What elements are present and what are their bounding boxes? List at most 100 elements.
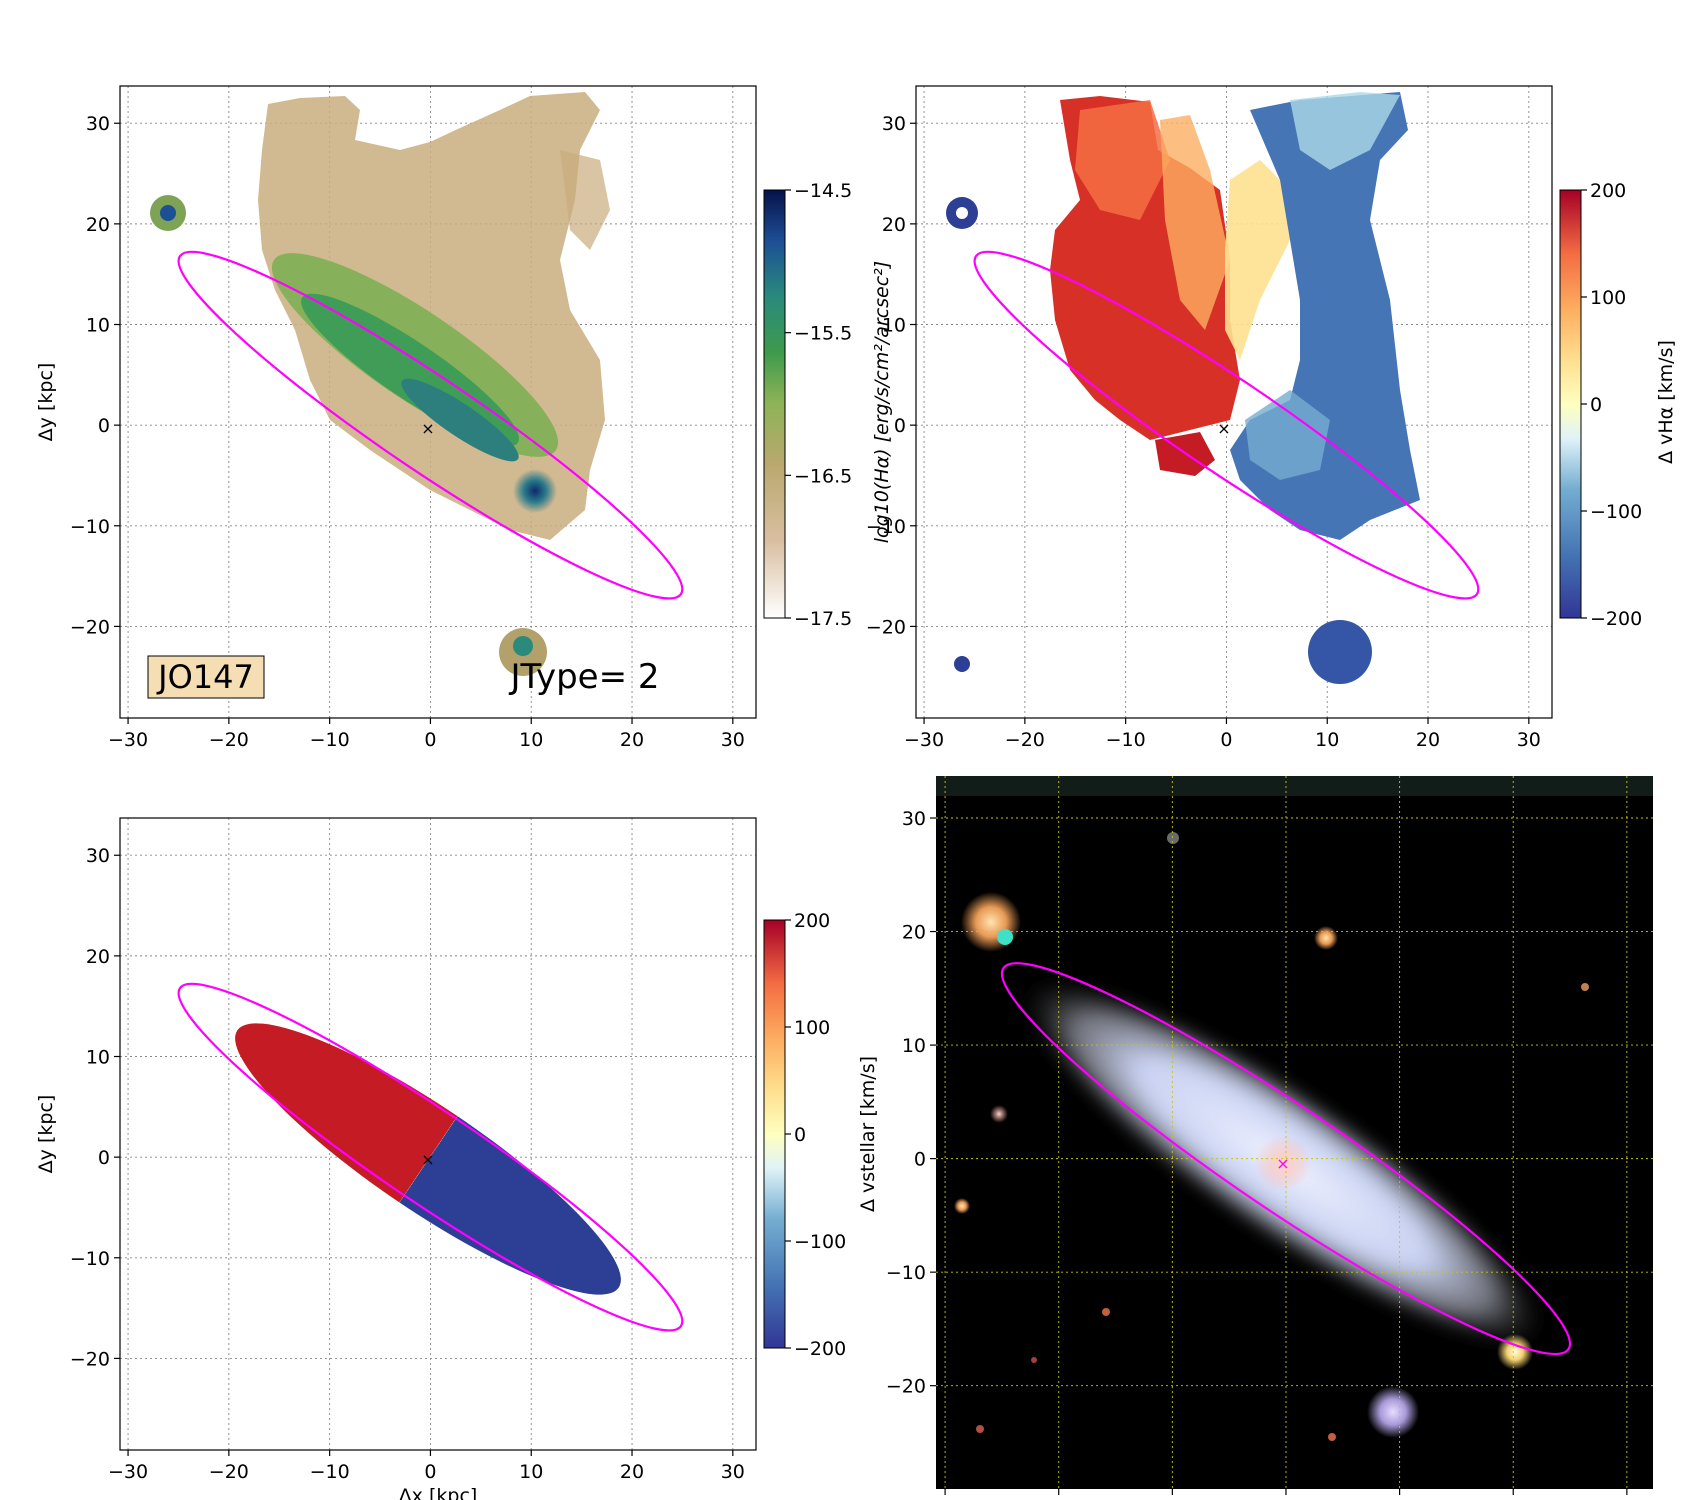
star-orange-n bbox=[1314, 926, 1338, 950]
y-tick-label: 10 bbox=[882, 315, 906, 337]
companion-galaxy-s bbox=[1367, 1386, 1419, 1438]
colorbar-tick-label: 100 bbox=[1590, 287, 1626, 309]
y-tick-label: 30 bbox=[86, 845, 110, 867]
stellar-velocity-colorbar-label: Δ vstellar [km/s] bbox=[857, 1056, 879, 1212]
x-tick-label: −10 bbox=[310, 729, 350, 751]
colorbar-tick-label: 0 bbox=[1590, 394, 1602, 416]
companion-sw bbox=[954, 656, 970, 672]
y-tick-label: −10 bbox=[70, 1248, 110, 1270]
x-tick-label: 10 bbox=[1315, 729, 1339, 751]
star-white-w bbox=[990, 1105, 1008, 1123]
galaxy-center-marker: × bbox=[421, 1150, 434, 1169]
stellar-disk bbox=[235, 1023, 621, 1295]
colorbar-tick-label: −200 bbox=[1590, 608, 1642, 630]
blueshifted-gas-inner bbox=[1245, 390, 1330, 480]
stellar-velocity-map: × bbox=[120, 818, 756, 1450]
x-tick-label: −30 bbox=[108, 729, 148, 751]
colorbar-tick-label: −100 bbox=[1590, 501, 1642, 523]
star-cyan bbox=[997, 929, 1013, 945]
x-tick-label: 20 bbox=[620, 1461, 644, 1483]
halpha-flux-panel: × −30 −20 −10 0 10 20 30 −20 −10 0 10 20 30 Δy [kpc]… bbox=[35, 85, 852, 751]
x-tick-label: −20 bbox=[209, 1461, 249, 1483]
stellar-velocity-xlabel: Δx [kpc] bbox=[399, 1485, 478, 1500]
y-tick-label: 10 bbox=[86, 315, 110, 337]
flux-colorbar bbox=[763, 189, 786, 619]
x-tick-label: 30 bbox=[721, 1461, 745, 1483]
x-tick-label: 0 bbox=[1220, 729, 1232, 751]
galaxy-label-box bbox=[147, 655, 265, 699]
rgb-image: × bbox=[936, 776, 1653, 1489]
x-tick-label: −10 bbox=[1106, 729, 1146, 751]
y-tick-label: 20 bbox=[902, 922, 926, 944]
colorbar-tick-label: −200 bbox=[794, 1338, 846, 1360]
y-tick-label: 10 bbox=[86, 1047, 110, 1069]
y-tick-label: −10 bbox=[866, 516, 906, 538]
redshifted-gas-outer bbox=[1075, 100, 1170, 220]
companion-s-core bbox=[513, 636, 533, 656]
disk-emission-core bbox=[401, 378, 519, 462]
halpha-velocity-colorbar bbox=[1559, 189, 1582, 619]
star-yellow-se bbox=[1497, 1334, 1533, 1370]
y-tick-label: 0 bbox=[894, 415, 906, 437]
y-tick-label: 30 bbox=[86, 113, 110, 135]
blueshifted-gas-outer bbox=[1290, 92, 1400, 170]
x-tick-label: 0 bbox=[424, 729, 436, 751]
colorbar-tick-label: 100 bbox=[794, 1017, 830, 1039]
stellar-velocity-colorbar bbox=[763, 919, 786, 1349]
aperture-ellipse bbox=[177, 250, 684, 600]
colorbar-tick-label: 200 bbox=[1590, 180, 1626, 202]
diffuse-emission-knot bbox=[560, 150, 610, 250]
y-tick-label: −20 bbox=[70, 1348, 110, 1370]
halpha-flux-axes-frame bbox=[119, 85, 757, 719]
jtype-label: JType= 2 bbox=[508, 657, 659, 697]
aperture-ellipse bbox=[177, 982, 684, 1332]
x-tick-label: 0 bbox=[424, 1461, 436, 1483]
y-tick-label: 0 bbox=[98, 415, 110, 437]
halpha-velocity-map: × bbox=[916, 86, 1552, 718]
x-tick-label: 10 bbox=[519, 1461, 543, 1483]
y-tick-label: −10 bbox=[70, 516, 110, 538]
bright-knot bbox=[513, 469, 557, 513]
colorbar-tick-label: −15.5 bbox=[794, 323, 852, 345]
galaxy-center-marker: × bbox=[1217, 419, 1230, 438]
y-tick-label: −20 bbox=[866, 616, 906, 638]
star-faint-sw bbox=[1102, 1308, 1110, 1316]
x-tick-label: −10 bbox=[310, 1461, 350, 1483]
galaxy-center-marker: × bbox=[1276, 1154, 1289, 1173]
y-tick-label: 20 bbox=[86, 946, 110, 968]
x-tick-label: 30 bbox=[1517, 729, 1541, 751]
x-tick-label: 10 bbox=[519, 729, 543, 751]
y-tick-label: −20 bbox=[886, 1376, 926, 1398]
x-tick-label: 20 bbox=[1416, 729, 1440, 751]
halpha-flux-map: × bbox=[120, 86, 756, 718]
star-faint-e bbox=[1581, 983, 1589, 991]
y-tick-label: 0 bbox=[98, 1147, 110, 1169]
y-tick-label: 20 bbox=[86, 214, 110, 236]
colorbar-tick-label: −14.5 bbox=[794, 180, 852, 202]
star-faint-s bbox=[1328, 1433, 1336, 1441]
y-tick-label: 20 bbox=[882, 214, 906, 236]
aperture-ellipse bbox=[973, 250, 1480, 600]
colorbar-tick-label: −16.5 bbox=[794, 465, 852, 487]
aperture-ellipse bbox=[1000, 962, 1572, 1356]
x-tick-label: −30 bbox=[904, 729, 944, 751]
galaxy-bulge bbox=[1255, 1135, 1311, 1191]
companion-nw-core bbox=[160, 205, 176, 221]
stellar-velocity-axes-frame bbox=[119, 817, 757, 1451]
colorbar-tick-label: −17.5 bbox=[794, 608, 852, 630]
y-tick-label: 30 bbox=[882, 113, 906, 135]
y-tick-label: −10 bbox=[886, 1262, 926, 1284]
galaxy-center-marker: × bbox=[421, 419, 434, 438]
companion-nw-core bbox=[956, 207, 968, 219]
y-tick-label: 0 bbox=[914, 1149, 926, 1171]
halpha-velocity-colorbar-label: Δ vHα [km/s] bbox=[1655, 340, 1677, 464]
y-tick-label: −20 bbox=[70, 616, 110, 638]
colorbar-tick-label: −100 bbox=[794, 1231, 846, 1253]
galaxy-label: JO147 bbox=[156, 658, 254, 696]
star-faint-sw2 bbox=[1031, 1357, 1037, 1363]
image-edge-noise bbox=[936, 776, 1653, 796]
colorbar-tick-label: 0 bbox=[794, 1124, 806, 1146]
stellar-velocity-ylabel: Δy [kpc] bbox=[35, 1095, 57, 1174]
